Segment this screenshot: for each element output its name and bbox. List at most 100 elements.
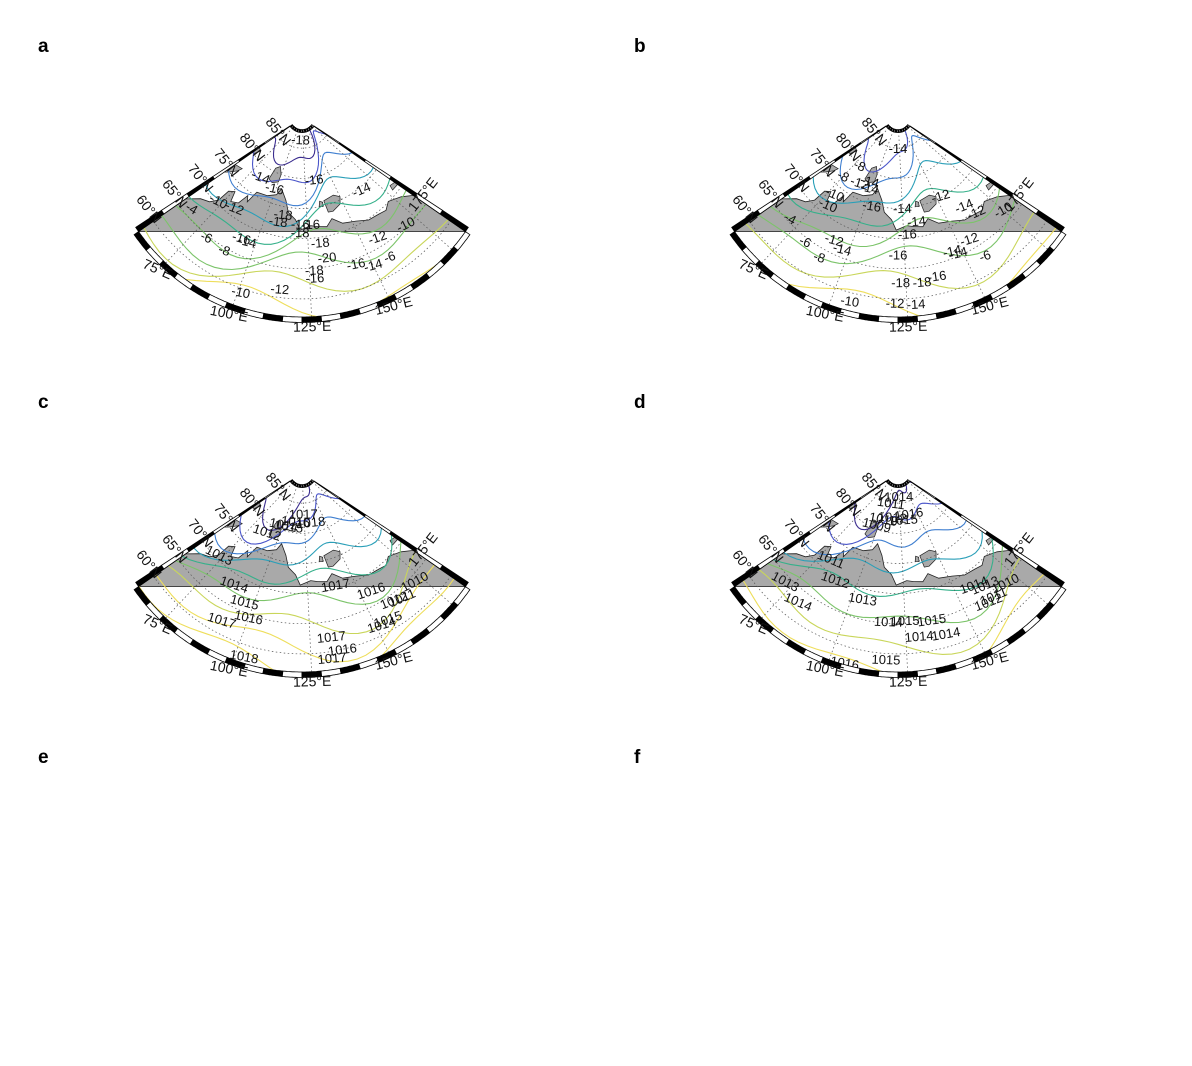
island <box>318 555 324 562</box>
contour-label: -12 <box>929 186 951 206</box>
lon-tick-label: 125°E <box>293 673 332 690</box>
contour-label: 1015 <box>890 613 919 629</box>
panel-label-e: e <box>38 747 49 768</box>
panel-label-a: a <box>38 36 49 57</box>
meridian-line <box>898 487 908 672</box>
contour-label: 1015 <box>888 511 918 528</box>
contour-label: -10 <box>823 184 846 205</box>
meridian-line <box>761 483 889 619</box>
contour-label: -16 <box>291 217 310 232</box>
contour-label: -12 <box>848 173 871 193</box>
contour-line <box>175 190 407 260</box>
meridian-line <box>908 127 1048 250</box>
contour-label: -8 <box>852 156 869 174</box>
map-panel-d-svg: -14-12 -14-12 -10-8-14-14-12-8-10-10 -16 -14… <box>729 114 1067 335</box>
contour-label: -12 <box>958 229 981 249</box>
contour-label: -18 <box>268 213 289 230</box>
contour-line <box>863 126 909 173</box>
contour-label: -14 <box>831 240 853 259</box>
parallel-line <box>773 558 1023 625</box>
island <box>919 549 937 568</box>
parallel-line <box>276 489 328 504</box>
lon-tick-label: 100°E <box>805 657 846 680</box>
contour-line <box>839 135 931 191</box>
contour-label: -14 <box>947 244 969 263</box>
contour-label: 1017 <box>320 575 351 595</box>
meridian-line <box>898 132 908 317</box>
contour-line <box>138 578 455 672</box>
map-panel-d: -14 -12 -14 -12 -10 -8 -14 -14 -12 -8 -10 -10 -16 -14… <box>596 114 1192 711</box>
contour-label: -18 <box>291 132 310 148</box>
contour-label: -14 <box>889 141 908 156</box>
contour-label: -6 <box>382 248 398 266</box>
parallel-line <box>848 507 948 534</box>
contour-line <box>143 219 449 292</box>
contour-line <box>812 160 961 204</box>
sea-area <box>734 126 1062 317</box>
meridian-line <box>302 132 312 317</box>
contour-label: -14 <box>236 232 258 251</box>
lon-tick-label: 100°E <box>805 302 846 325</box>
contour-label: 1015 <box>273 517 304 536</box>
contour-label: 1010 <box>868 509 899 529</box>
frame-segment <box>909 125 937 145</box>
map-panel-b: 5105125145165185205145165125165185205145… <box>596 0 1192 355</box>
parallel-line <box>872 489 924 504</box>
meridian-line <box>307 485 389 653</box>
map-body <box>138 481 466 672</box>
contour-line <box>828 502 942 545</box>
contour-label: 1012 <box>877 509 907 526</box>
island <box>323 194 341 213</box>
frame-segment <box>909 480 937 500</box>
parallel-line <box>798 186 998 239</box>
contour-label: 1015 <box>229 591 261 613</box>
contour-label: -20 <box>317 249 337 266</box>
lon-tick-label: 100°E <box>209 302 250 325</box>
contour-label: -14 <box>362 256 384 275</box>
frame-segment <box>313 480 341 500</box>
contour-label: 1016 <box>893 504 924 523</box>
parallel-line <box>227 169 377 209</box>
parallel-line <box>252 152 352 179</box>
contour-line <box>802 520 967 556</box>
contour-label: -6 <box>797 232 813 250</box>
contour-label: 1014 <box>874 614 903 630</box>
map-panel-c-svg: -18-16 -14-16-14-18-18 -16-16-18-10-12-16-… <box>133 114 471 335</box>
contour-label: -10 <box>817 195 840 216</box>
parallel-line <box>798 541 998 594</box>
contour-label: 1015 <box>916 611 947 630</box>
contour-label: -14 <box>952 195 975 216</box>
contour-line <box>168 551 416 635</box>
contour-label: -14 <box>893 201 912 217</box>
contour-line <box>155 564 435 663</box>
frame-segment <box>313 125 341 145</box>
contour-line <box>262 481 311 532</box>
contour-label: 1018 <box>296 513 326 531</box>
parallel-line <box>227 524 377 564</box>
frame-segment <box>263 480 291 500</box>
sea-area <box>138 126 466 317</box>
contour-line <box>742 573 1045 672</box>
map-frame <box>729 479 1067 678</box>
frame-segment <box>453 231 471 251</box>
contour-label: -16 <box>898 226 918 242</box>
contour-label: -12 <box>223 197 246 218</box>
contour-line <box>767 545 1004 624</box>
contour-label: 1011 <box>876 494 906 513</box>
contour-line <box>239 493 340 545</box>
contour-label: -14 <box>859 172 881 191</box>
map-body <box>734 481 1062 672</box>
map-panel-f-svg: 1009101010111012101410151016101410131011… <box>729 469 1067 690</box>
contour-label: -18 <box>891 275 910 290</box>
land-mass <box>734 542 1062 587</box>
contour-label: -6 <box>977 247 993 265</box>
parallel-line <box>823 524 973 564</box>
contour-label: 1016 <box>281 513 311 530</box>
island <box>323 549 341 568</box>
panel-label-b: b <box>634 36 646 57</box>
frame-segment <box>859 480 887 500</box>
contour-label: -10 <box>230 283 251 301</box>
contour-label: -16 <box>861 197 882 215</box>
panel-label-c: c <box>38 392 49 413</box>
